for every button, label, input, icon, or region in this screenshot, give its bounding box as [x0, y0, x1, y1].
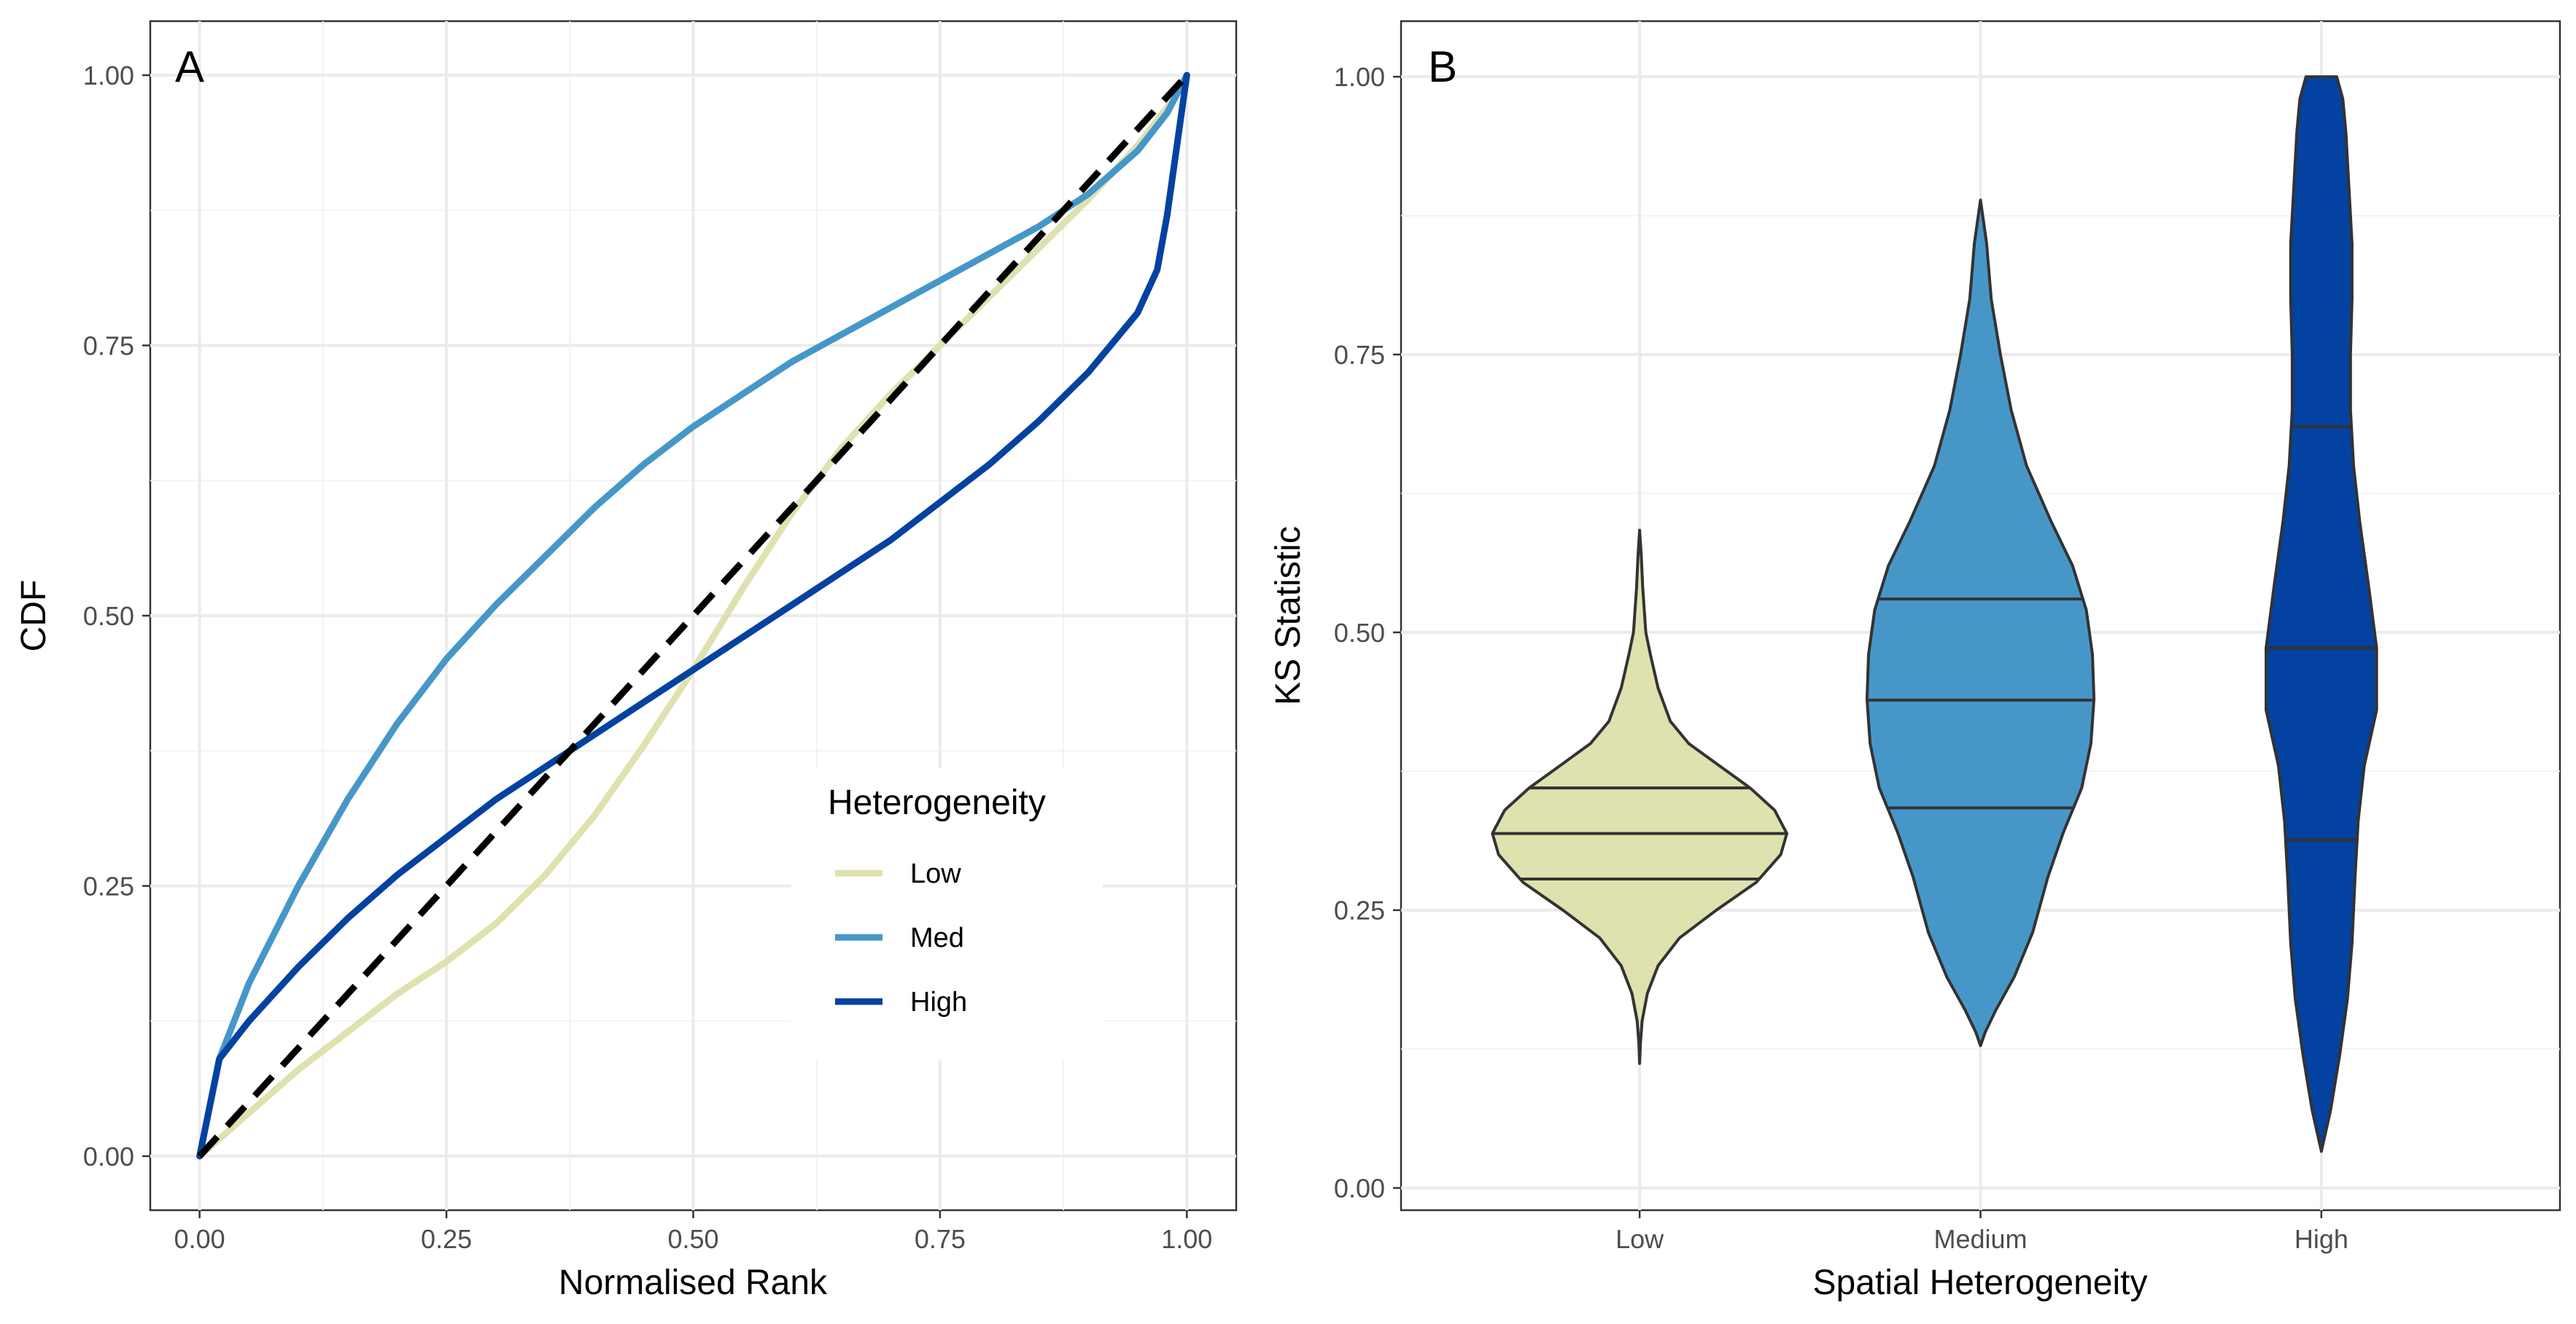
legend-background: [791, 767, 1103, 1061]
panel-a-grid: [150, 21, 1236, 1210]
panel-a: 0.00 0.25 0.50 0.75 1.00 0.00 0.25 0.50 0.75 1.00…: [15, 20, 1238, 1302]
y-tick-label: 0.75: [83, 331, 134, 361]
panel-a-y-axis-title: CDF: [15, 580, 53, 652]
legend: Heterogeneity Low Med High: [791, 767, 1103, 1061]
violin-low: [1491, 528, 1788, 1065]
y-tick-label: 0.25: [1334, 896, 1385, 926]
x-tick-label: Low: [1615, 1224, 1664, 1254]
y-tick-label: 1.00: [83, 61, 134, 90]
panel-b-y-axis-title: KS Statistic: [1269, 526, 1308, 705]
y-tick-label: 0.00: [1334, 1174, 1385, 1204]
panel-b-violins: [1491, 75, 2378, 1153]
y-tick-label: 1.00: [1334, 62, 1385, 92]
x-tick-label: Medium: [1933, 1224, 2027, 1254]
y-tick-label: 0.25: [83, 871, 134, 901]
legend-title: Heterogeneity: [828, 783, 1046, 822]
x-tick-label: High: [2294, 1224, 2348, 1254]
panel-a-tag: A: [175, 42, 204, 91]
legend-label-low: Low: [910, 859, 961, 889]
violin-high: [2265, 75, 2378, 1153]
x-tick-label: 1.00: [1161, 1224, 1212, 1254]
series-line-high: [196, 71, 1190, 1160]
y-tick-label: 0.00: [83, 1142, 134, 1172]
panel-b-ticks: 0.00 0.25 0.50 0.75 1.00 Low Medium High: [1334, 62, 2348, 1254]
panel-b-tag: B: [1428, 42, 1457, 91]
y-tick-label: 0.75: [1334, 340, 1385, 370]
legend-label-high: High: [910, 987, 967, 1018]
x-tick-label: 0.00: [174, 1224, 225, 1254]
panel-a-x-axis-title: Normalised Rank: [559, 1263, 828, 1302]
x-tick-label: 0.75: [915, 1224, 966, 1254]
y-tick-label: 0.50: [1334, 618, 1385, 648]
y-tick-label: 0.50: [83, 601, 134, 631]
legend-label-med: Med: [910, 923, 964, 953]
panel-a-lines: [196, 71, 1190, 1160]
panel-a-ticks: 0.00 0.25 0.50 0.75 1.00 0.00 0.25 0.50 0.75 1.00: [83, 61, 1212, 1254]
x-tick-label: 0.25: [421, 1224, 472, 1254]
violin-medium: [1865, 198, 2096, 1048]
panel-b-x-axis-title: Spatial Heterogeneity: [1813, 1263, 2148, 1302]
x-tick-label: 0.50: [667, 1224, 718, 1254]
panel-b: 0.00 0.25 0.50 0.75 1.00 Low Medium High B Spat…: [1269, 20, 2561, 1302]
series-line-low: [196, 71, 1190, 1160]
